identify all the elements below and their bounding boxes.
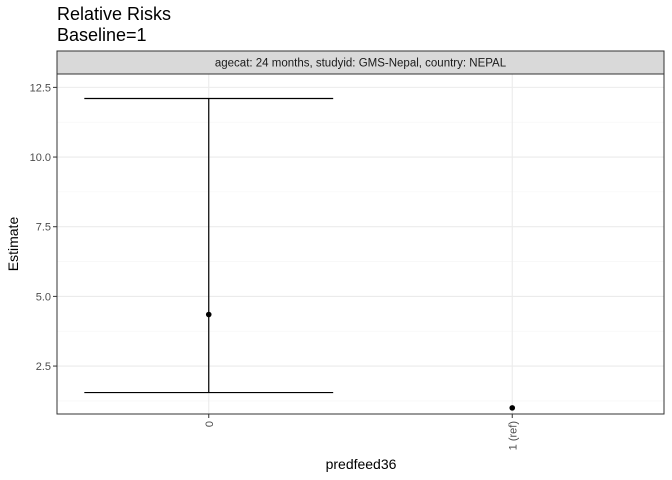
marks-layer [84, 97, 516, 411]
x-tick-label: 0 [204, 421, 216, 427]
x-axis-title: predfeed36 [326, 456, 397, 472]
estimate-point [509, 405, 516, 411]
estimate-point [205, 311, 212, 318]
y-axis-title: Estimate [5, 217, 21, 272]
x-axis: 0 1 (ref) [204, 414, 519, 450]
chart-subtitle: Baseline=1 [57, 25, 147, 45]
chart-title: Relative Risks [57, 4, 172, 24]
grid-layer [57, 74, 664, 414]
y-tick-label: 10.0 [30, 152, 51, 164]
y-tick-label: 2.5 [36, 361, 51, 373]
y-tick-label: 7.5 [36, 222, 51, 234]
title-block: Relative Risks Baseline=1 [57, 4, 171, 46]
facet-strip: agecat: 24 months, studyid: GMS-Nepal, c… [56, 50, 665, 75]
facet-strip-label: agecat: 24 months, studyid: GMS-Nepal, c… [215, 58, 507, 70]
panel-border [56, 73, 665, 415]
x-tick-label: 1 (ref) [507, 421, 519, 450]
y-tick-label: 5.0 [36, 291, 51, 303]
y-axis: 2.5 5.0 7.5 10.0 12.5 [30, 82, 57, 373]
y-tick-label: 12.5 [30, 82, 51, 94]
